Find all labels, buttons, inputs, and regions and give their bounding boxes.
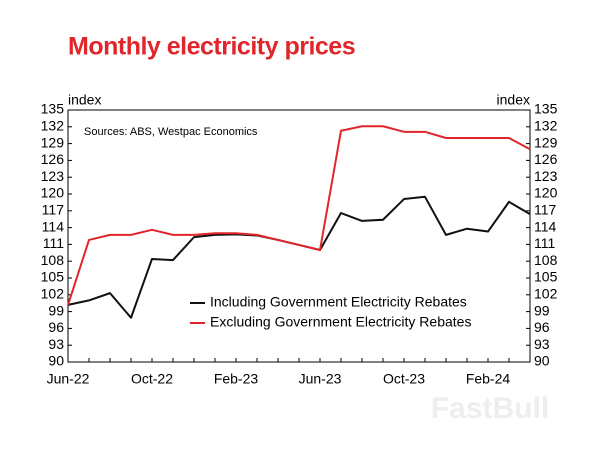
y-tick-label: 123 [41, 168, 65, 184]
y2-tick-label: 129 [534, 134, 558, 150]
y2-tick-label: 120 [534, 185, 558, 201]
y2-tick-label: 135 [534, 101, 558, 117]
y2-tick-label: 96 [534, 319, 550, 335]
y2-tick-label: 132 [534, 118, 558, 134]
legend-label: Including Government Electricity Rebates [210, 294, 467, 310]
y-tick-label: 126 [41, 151, 65, 167]
x-tick-label: Feb-23 [214, 371, 259, 387]
y2-tick-label: 90 [534, 353, 550, 369]
x-tick-label: Oct-23 [383, 371, 425, 387]
x-tick-label: Jun-22 [47, 371, 90, 387]
y-tick-label: 105 [41, 269, 65, 285]
y-tick-label: 132 [41, 118, 65, 134]
x-tick-label: Oct-22 [131, 371, 173, 387]
y2-tick-label: 108 [534, 252, 558, 268]
y-tick-label: 108 [41, 252, 65, 268]
y2-tick-label: 123 [534, 168, 558, 184]
y2-tick-label: 126 [534, 151, 558, 167]
x-tick-label: Feb-24 [466, 371, 511, 387]
y-tick-label: 111 [43, 235, 64, 251]
series-line [67, 125, 531, 306]
y2-tick-label: 93 [534, 336, 550, 352]
y2-axis-label: index [497, 92, 530, 108]
y-tick-label: 117 [42, 202, 65, 218]
y-tick-label: 93 [48, 336, 64, 352]
source-note: Sources: ABS, Westpac Economics [84, 126, 258, 138]
y-tick-label: 90 [48, 353, 64, 369]
y-axis-label: index [68, 92, 101, 108]
chart-title: Monthly electricity prices [68, 33, 355, 61]
y2-tick-label: 114 [534, 218, 557, 234]
y-tick-label: 99 [48, 302, 64, 318]
y2-tick-label: 99 [534, 302, 550, 318]
y2-tick-label: 105 [534, 269, 558, 285]
y-tick-label: 135 [41, 101, 65, 117]
y2-tick-label: 102 [534, 286, 558, 302]
legend-label: Excluding Government Electricity Rebates [210, 314, 471, 330]
y-tick-label: 114 [42, 218, 65, 234]
x-tick-label: Jun-23 [299, 371, 342, 387]
y-tick-label: 96 [48, 319, 64, 335]
y-tick-label: 129 [41, 134, 65, 150]
y2-tick-label: 117 [534, 202, 557, 218]
watermark: FastBull [431, 392, 549, 425]
y-tick-label: 102 [41, 286, 65, 302]
y2-tick-label: 111 [534, 235, 555, 251]
y-tick-label: 120 [41, 185, 65, 201]
